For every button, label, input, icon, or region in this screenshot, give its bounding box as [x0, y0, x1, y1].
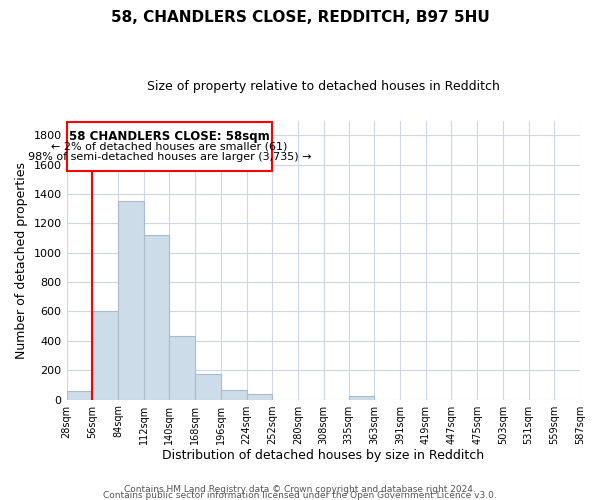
Bar — [169, 336, 195, 400]
Text: ← 2% of detached houses are smaller (61): ← 2% of detached houses are smaller (61) — [51, 141, 287, 151]
Bar — [221, 390, 247, 400]
Bar — [118, 202, 143, 400]
Text: Contains HM Land Registry data © Crown copyright and database right 2024.: Contains HM Land Registry data © Crown c… — [124, 484, 476, 494]
Bar — [247, 394, 272, 400]
Text: 58 CHANDLERS CLOSE: 58sqm: 58 CHANDLERS CLOSE: 58sqm — [69, 130, 270, 143]
Bar — [143, 235, 169, 400]
Text: Contains public sector information licensed under the Open Government Licence v3: Contains public sector information licen… — [103, 490, 497, 500]
X-axis label: Distribution of detached houses by size in Redditch: Distribution of detached houses by size … — [162, 450, 484, 462]
Y-axis label: Number of detached properties: Number of detached properties — [15, 162, 28, 358]
Text: 98% of semi-detached houses are larger (3,735) →: 98% of semi-detached houses are larger (… — [28, 152, 311, 162]
Bar — [349, 396, 374, 400]
Bar — [92, 312, 118, 400]
Bar — [67, 391, 92, 400]
Text: 58, CHANDLERS CLOSE, REDDITCH, B97 5HU: 58, CHANDLERS CLOSE, REDDITCH, B97 5HU — [110, 10, 490, 25]
Title: Size of property relative to detached houses in Redditch: Size of property relative to detached ho… — [147, 80, 500, 93]
Bar — [67, 122, 272, 171]
Bar — [195, 374, 221, 400]
